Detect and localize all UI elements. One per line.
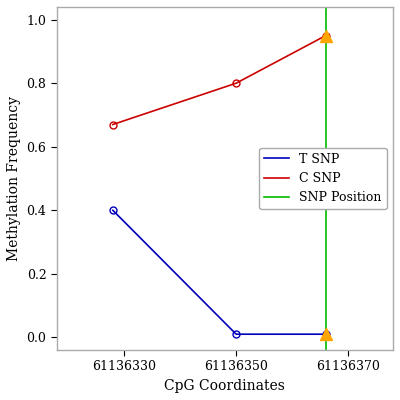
X-axis label: CpG Coordinates: CpG Coordinates [164, 379, 285, 393]
C SNP [324, 33, 328, 38]
C SNP [110, 122, 115, 127]
Y-axis label: Methylation Frequency: Methylation Frequency [7, 96, 21, 261]
Legend: T SNP, C SNP, SNP Position: T SNP, C SNP, SNP Position [260, 148, 387, 209]
C SNP [234, 81, 238, 86]
T SNP [110, 208, 115, 213]
T SNP [324, 332, 328, 336]
Line: T SNP: T SNP [109, 207, 329, 338]
T SNP [234, 332, 238, 336]
Line: C SNP: C SNP [109, 32, 329, 128]
